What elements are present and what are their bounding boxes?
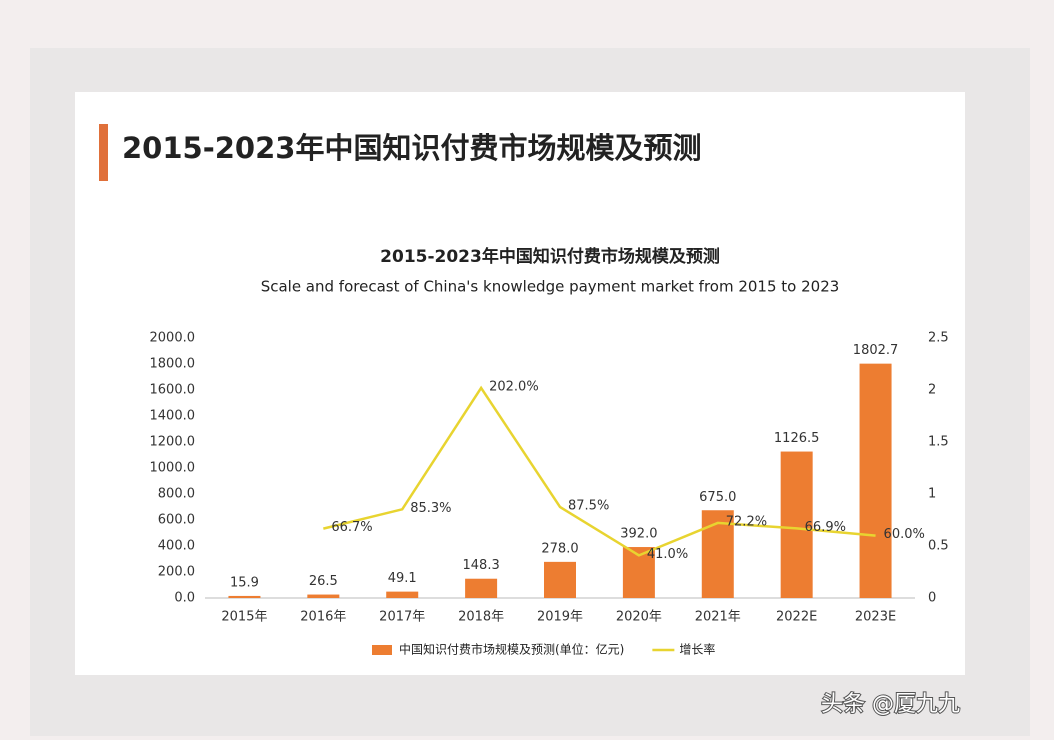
x-tick-label: 2022E xyxy=(776,610,817,625)
bar-value-label: 49.1 xyxy=(388,571,417,586)
x-tick-label: 2021年 xyxy=(695,610,741,625)
bar-value-label: 675.0 xyxy=(699,490,736,505)
line-value-label: 60.0% xyxy=(884,527,925,542)
bar xyxy=(544,561,576,598)
bar xyxy=(386,591,419,598)
legend-swatch xyxy=(372,645,392,655)
y-tick-label: 1400.0 xyxy=(150,409,196,424)
line-value-label: 41.0% xyxy=(647,547,688,562)
line-value-label: 85.3% xyxy=(410,501,451,516)
legend-label: 增长率 xyxy=(679,642,715,657)
y-tick-label: 1000.0 xyxy=(150,461,196,476)
bar-value-label: 148.3 xyxy=(463,558,500,573)
line-value-label: 66.7% xyxy=(331,520,372,535)
y2-tick-label: 0.5 xyxy=(928,539,949,554)
page-title: 2015-2023年中国知识付费市场规模及预测 xyxy=(122,131,701,165)
y2-tick-label: 1 xyxy=(928,487,936,502)
y-tick-label: 1200.0 xyxy=(150,435,196,450)
x-tick-label: 2016年 xyxy=(300,610,346,625)
y-tick-label: 0.0 xyxy=(174,591,195,606)
legend-label: 中国知识付费市场规模及预测(单位：亿元) xyxy=(399,642,624,657)
bar-value-label: 1126.5 xyxy=(774,431,820,446)
y2-tick-label: 0 xyxy=(928,591,936,606)
bar xyxy=(859,363,892,598)
x-tick-label: 2019年 xyxy=(537,610,583,625)
y2-tick-label: 1.5 xyxy=(928,435,949,450)
line-value-label: 66.9% xyxy=(805,520,846,535)
card xyxy=(75,92,965,675)
bar xyxy=(465,578,498,598)
y-tick-label: 200.0 xyxy=(158,565,195,580)
bar-value-label: 26.5 xyxy=(309,574,338,589)
y-tick-label: 800.0 xyxy=(158,487,195,502)
bar-value-label: 392.0 xyxy=(620,527,657,542)
x-tick-label: 2023E xyxy=(855,610,896,625)
line-value-label: 87.5% xyxy=(568,499,609,514)
y2-tick-label: 2 xyxy=(928,383,936,398)
y2-tick-label: 2.5 xyxy=(928,331,949,346)
line-value-label: 202.0% xyxy=(489,379,539,394)
x-tick-label: 2020年 xyxy=(616,610,662,625)
watermark: 头条 @厦九九 xyxy=(821,692,960,717)
y-tick-label: 2000.0 xyxy=(150,331,196,346)
x-tick-label: 2015年 xyxy=(221,610,267,625)
bar xyxy=(307,594,340,598)
x-tick-label: 2017年 xyxy=(379,610,425,625)
line xyxy=(323,385,876,557)
y-tick-label: 1800.0 xyxy=(150,357,196,372)
chart-subtitle: Scale and forecast of China's knowledge … xyxy=(261,278,840,296)
bar-value-label: 15.9 xyxy=(230,575,259,590)
y-tick-label: 1600.0 xyxy=(150,383,196,398)
bar-value-label: 278.0 xyxy=(541,541,578,556)
y-tick-label: 400.0 xyxy=(158,539,195,554)
x-tick-label: 2018年 xyxy=(458,610,504,625)
line-value-label: 72.2% xyxy=(726,514,767,529)
bar xyxy=(780,451,813,598)
accent-bar xyxy=(99,124,108,181)
y-tick-label: 600.0 xyxy=(158,513,195,528)
chart-title: 2015-2023年中国知识付费市场规模及预测 xyxy=(380,246,720,267)
bar-value-label: 1802.7 xyxy=(853,343,899,358)
bar xyxy=(228,595,261,598)
